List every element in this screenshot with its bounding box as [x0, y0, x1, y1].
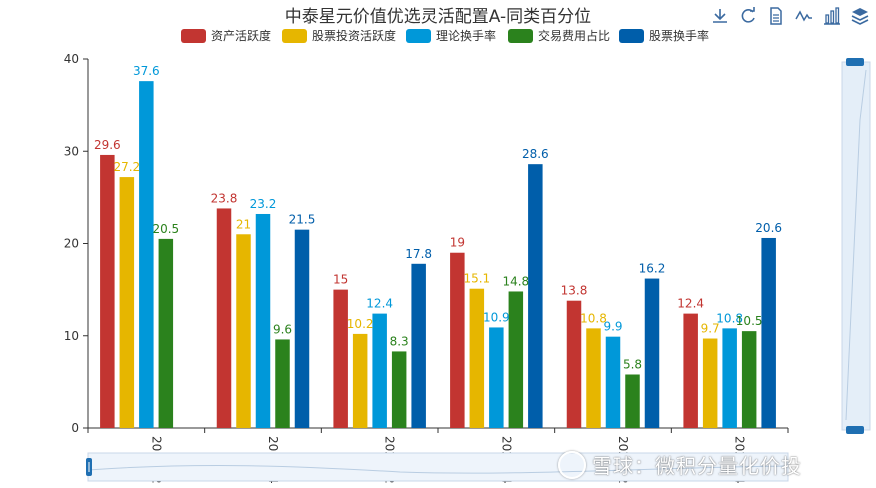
bar[interactable]: [158, 238, 174, 428]
bar[interactable]: [333, 289, 348, 428]
data-label: 14.8: [502, 274, 529, 288]
bar[interactable]: [702, 338, 718, 428]
legend-label[interactable]: 理论换手率: [436, 28, 496, 43]
data-label: 10.8: [580, 311, 607, 325]
snowball-logo-icon: [558, 450, 586, 479]
data-label: 21.5: [289, 213, 316, 227]
right-data-zoom-slider[interactable]: [841, 58, 871, 434]
bar[interactable]: [566, 300, 582, 428]
bars: [100, 81, 776, 429]
watermark-text: 雪球：微积分量化价投: [592, 454, 802, 478]
bar[interactable]: [372, 313, 387, 428]
bar[interactable]: [508, 291, 524, 428]
bar-chart-icon[interactable]: [822, 6, 842, 26]
data-label: 8.3: [390, 334, 409, 348]
bar[interactable]: [741, 331, 757, 428]
bar[interactable]: [352, 333, 368, 428]
bar[interactable]: [469, 288, 485, 428]
bar[interactable]: [528, 164, 543, 429]
legend-label[interactable]: 资产活跃度: [211, 28, 271, 43]
data-label: 21: [236, 217, 251, 231]
data-label: 15: [333, 273, 348, 287]
data-label: 9.9: [603, 320, 622, 334]
data-label: 10.9: [483, 310, 510, 324]
legend-swatch[interactable]: [619, 29, 644, 43]
data-labels: 29.6 27.2 37.6 20.5 23.8 21 23.2 9.6 21.5 15 10.2 1…: [94, 64, 782, 371]
data-label: 9.7: [701, 322, 720, 336]
data-label: 12.4: [366, 297, 393, 311]
legend-swatch[interactable]: [181, 29, 206, 43]
bar[interactable]: [489, 327, 504, 428]
legend-swatch[interactable]: [282, 29, 307, 43]
data-view-icon[interactable]: [766, 6, 786, 26]
bar[interactable]: [644, 278, 660, 428]
legend: 资产活跃度 股票投资活跃度 理论换手率 交易费用占比 股票换手率: [181, 28, 709, 43]
bar[interactable]: [625, 374, 640, 428]
bar[interactable]: [586, 328, 601, 428]
bar[interactable]: [391, 351, 407, 428]
data-label: 9.6: [273, 322, 292, 336]
bar[interactable]: [275, 339, 290, 428]
refresh-icon[interactable]: [738, 6, 758, 26]
download-icon[interactable]: [710, 6, 730, 26]
toolbox: [710, 6, 870, 26]
data-label: 10.2: [347, 317, 374, 331]
bar[interactable]: [236, 234, 251, 428]
bar[interactable]: [683, 313, 698, 428]
data-label: 15.1: [463, 272, 490, 286]
data-label: 20.6: [755, 221, 782, 235]
bar[interactable]: [761, 237, 776, 428]
bar[interactable]: [294, 229, 310, 428]
y-tick-label: 20: [64, 237, 79, 251]
line-chart-icon[interactable]: [794, 6, 814, 26]
data-label: 13.8: [561, 284, 588, 298]
data-label: 28.6: [522, 147, 549, 161]
bar[interactable]: [139, 81, 154, 428]
legend-label[interactable]: 交易费用占比: [538, 28, 610, 43]
y-tick-labels: 0 10 20 30 40: [64, 52, 79, 435]
y-tick-label: 30: [64, 144, 79, 158]
data-label: 17.8: [405, 247, 432, 261]
bar[interactable]: [411, 263, 426, 428]
bottom-data-zoom-slider[interactable]: [86, 452, 789, 482]
bar[interactable]: [100, 154, 115, 428]
data-label: 5.8: [623, 357, 642, 371]
bar[interactable]: [216, 208, 232, 428]
data-label: 20.5: [152, 222, 179, 236]
data-label: 10.8: [716, 311, 743, 325]
bar[interactable]: [722, 328, 737, 428]
data-label: 19: [450, 236, 465, 250]
zoom-handle-bottom[interactable]: [846, 426, 864, 434]
data-label: 23.2: [250, 197, 277, 211]
y-tick-label: 10: [64, 329, 79, 343]
legend-label[interactable]: 股票投资活跃度: [312, 28, 396, 43]
bar[interactable]: [605, 336, 621, 428]
data-label: 27.2: [113, 160, 140, 174]
legend-swatch[interactable]: [406, 29, 431, 43]
stack-icon[interactable]: [850, 6, 870, 26]
bar[interactable]: [119, 177, 135, 428]
legend-label[interactable]: 股票换手率: [649, 28, 709, 43]
bar[interactable]: [450, 252, 465, 428]
data-label: 29.6: [94, 138, 121, 152]
chart-title: 中泰星元价值优选灵活配置A-同类百分位: [284, 7, 592, 27]
data-label: 37.6: [133, 64, 160, 78]
data-label: 10.5: [736, 314, 763, 328]
y-tick-label: 40: [64, 52, 79, 66]
bar[interactable]: [255, 213, 271, 428]
data-label: 16.2: [639, 262, 666, 276]
data-label: 23.8: [211, 191, 238, 205]
axes: [83, 58, 789, 433]
data-label: 12.4: [677, 297, 704, 311]
y-tick-label: 0: [71, 421, 79, 435]
zoom-handle-top[interactable]: [846, 58, 864, 66]
watermark: 雪球：微积分量化价投: [558, 450, 802, 479]
legend-swatch[interactable]: [508, 29, 533, 43]
